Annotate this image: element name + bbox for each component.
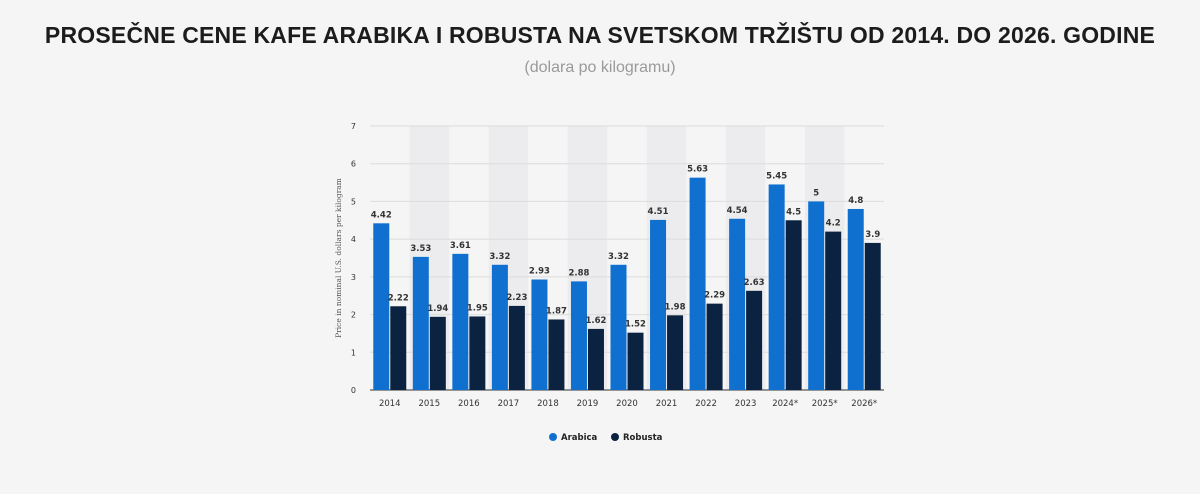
robusta-data-label: 1.62 xyxy=(585,316,606,326)
arabica-data-label: 5.63 xyxy=(687,165,708,175)
arabica-bar xyxy=(847,208,864,390)
x-tick-label: 2015 xyxy=(418,399,440,409)
robusta-data-label: 2.22 xyxy=(388,293,409,303)
y-axis-label: Price in nominal U.S. dollars per kilogr… xyxy=(334,178,343,338)
arabica-bar xyxy=(768,184,785,390)
robusta-bar xyxy=(785,220,802,390)
robusta-bar xyxy=(469,316,486,390)
robusta-data-label: 3.9 xyxy=(865,230,880,240)
arabica-data-label: 3.53 xyxy=(410,244,431,254)
x-tick-label: 2023 xyxy=(735,399,757,409)
arabica-bar xyxy=(412,256,429,390)
y-tick-label: 5 xyxy=(351,197,356,206)
x-tick-label: 2016 xyxy=(458,399,480,409)
y-tick-label: 4 xyxy=(351,235,356,244)
legend-label-robusta: Robusta xyxy=(623,433,663,443)
robusta-bar xyxy=(864,242,881,390)
arabica-bar xyxy=(729,218,746,390)
arabica-bar xyxy=(531,279,548,390)
robusta-bar xyxy=(746,290,763,390)
robusta-bar xyxy=(429,316,446,390)
chart-container: 0 1 2 3 4 5 6 7 Price in nominal U.S. dollars pe… xyxy=(328,110,892,462)
y-tick-label: 6 xyxy=(351,160,356,169)
legend-marker-robusta xyxy=(611,433,619,441)
robusta-bar xyxy=(706,303,723,390)
arabica-bar xyxy=(650,219,667,390)
y-tick-label: 7 xyxy=(351,122,356,131)
x-tick-label: 2024* xyxy=(772,399,798,409)
arabica-data-label: 2.88 xyxy=(568,268,589,278)
x-tick-label: 2014 xyxy=(379,399,401,409)
arabica-bar xyxy=(808,201,825,390)
y-tick-label: 1 xyxy=(351,348,356,357)
robusta-bar xyxy=(390,306,407,390)
arabica-bar xyxy=(373,223,390,390)
robusta-data-label: 2.63 xyxy=(744,278,765,288)
arabica-bar xyxy=(491,264,508,390)
x-tick-label: 2022 xyxy=(695,399,717,409)
arabica-data-label: 3.32 xyxy=(489,252,510,262)
robusta-data-label: 1.87 xyxy=(546,306,567,316)
arabica-data-label: 5 xyxy=(813,188,819,198)
x-tick-label: 2021 xyxy=(656,399,678,409)
y-tick-label: 0 xyxy=(351,386,356,395)
legend-label-arabica: Arabica xyxy=(561,433,598,443)
x-tick-label: 2026* xyxy=(851,399,877,409)
arabica-data-label: 3.32 xyxy=(608,252,629,262)
robusta-bar xyxy=(667,315,684,390)
robusta-data-label: 1.98 xyxy=(665,302,686,312)
robusta-bar xyxy=(627,332,644,390)
chart-subtitle: (dolara po kilogramu) xyxy=(524,59,676,76)
arabica-data-label: 5.45 xyxy=(766,171,787,181)
arabica-bar xyxy=(610,264,627,390)
x-tick-label: 2020 xyxy=(616,399,638,409)
chart-title: PROSEČNE CENE KAFE ARABIKA I ROBUSTA NA … xyxy=(44,22,1156,48)
arabica-data-label: 4.8 xyxy=(848,196,863,206)
robusta-data-label: 1.52 xyxy=(625,320,646,330)
arabica-data-label: 4.54 xyxy=(727,206,748,216)
robusta-bar xyxy=(587,328,604,390)
y-tick-label: 3 xyxy=(351,273,356,282)
x-tick-label: 2025* xyxy=(812,399,838,409)
robusta-data-label: 4.5 xyxy=(786,207,801,217)
robusta-data-label: 2.23 xyxy=(506,293,527,303)
robusta-data-label: 4.2 xyxy=(826,219,841,229)
robusta-bar xyxy=(548,319,565,390)
arabica-data-label: 2.93 xyxy=(529,266,550,276)
arabica-data-label: 4.51 xyxy=(648,207,669,217)
robusta-data-label: 1.95 xyxy=(467,303,488,313)
bar-chart: 0 1 2 3 4 5 6 7 Price in nominal U.S. dollars pe… xyxy=(334,122,884,443)
arabica-bar xyxy=(689,177,706,390)
x-tick-label: 2018 xyxy=(537,399,559,409)
x-tick-label: 2019 xyxy=(577,399,599,409)
arabica-bar xyxy=(570,281,587,390)
arabica-bar xyxy=(452,253,469,390)
x-tick-label: 2017 xyxy=(498,399,520,409)
legend-marker-arabica xyxy=(549,433,557,441)
arabica-data-label: 3.61 xyxy=(450,241,471,251)
robusta-bar xyxy=(825,231,842,390)
robusta-data-label: 2.29 xyxy=(704,291,725,301)
arabica-data-label: 4.42 xyxy=(371,210,392,220)
y-tick-label: 2 xyxy=(351,311,356,320)
robusta-data-label: 1.94 xyxy=(427,304,448,314)
robusta-bar xyxy=(508,305,525,390)
